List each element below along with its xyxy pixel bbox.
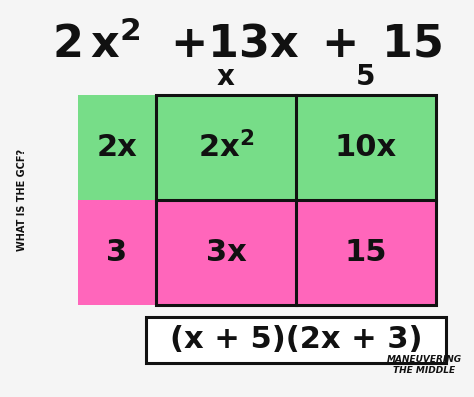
Text: x: x <box>217 63 235 91</box>
Text: 10x: 10x <box>335 133 397 162</box>
Bar <box>78 200 156 305</box>
Bar <box>296 200 436 305</box>
Text: 3x: 3x <box>206 238 246 267</box>
Text: 5: 5 <box>356 63 376 91</box>
Text: $\mathbf{2\,x^2}$  $\mathbf{+13x\ +\ 15}$: $\mathbf{2\,x^2}$ $\mathbf{+13x\ +\ 15}$ <box>52 22 442 66</box>
Bar <box>296 95 436 200</box>
Text: 2x: 2x <box>97 133 137 162</box>
Bar <box>78 95 156 200</box>
Text: WHAT IS THE GCF?: WHAT IS THE GCF? <box>17 149 27 251</box>
Bar <box>156 200 296 305</box>
Text: MANEUVERING
THE MIDDLE: MANEUVERING THE MIDDLE <box>387 355 462 375</box>
Text: 15: 15 <box>345 238 387 267</box>
Bar <box>156 95 296 200</box>
Text: $\mathbf{2x^2}$: $\mathbf{2x^2}$ <box>198 131 254 164</box>
Text: 3: 3 <box>107 238 128 267</box>
Bar <box>146 317 446 363</box>
Text: (x + 5)(2x + 3): (x + 5)(2x + 3) <box>170 326 422 355</box>
Bar <box>156 95 436 305</box>
